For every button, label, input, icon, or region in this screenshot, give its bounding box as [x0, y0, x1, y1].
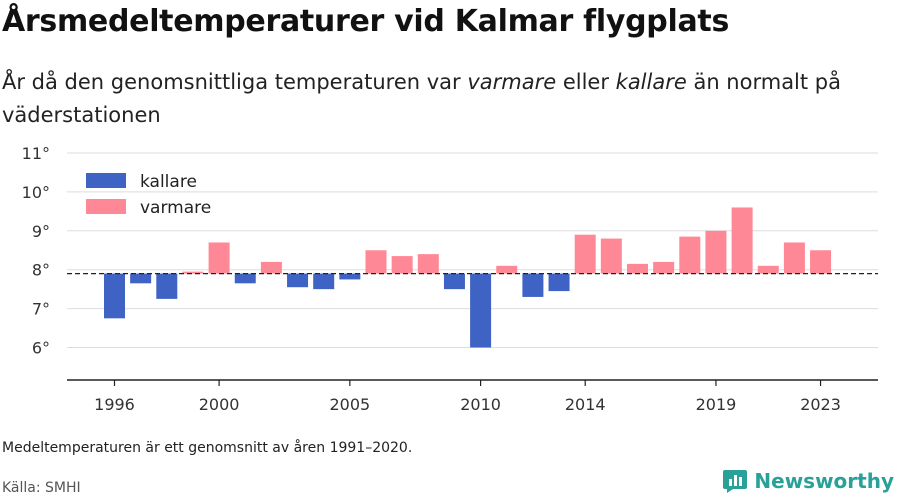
bar-1998 [156, 273, 178, 299]
bar-2005 [339, 273, 361, 280]
bar-2019 [705, 230, 727, 274]
bar-2012 [522, 273, 544, 297]
bar-2010 [470, 273, 492, 348]
subtitle-text-1: År då den genomsnittliga temperaturen va… [2, 70, 468, 94]
bar-2015 [600, 238, 622, 274]
page-subtitle: År då den genomsnittliga temperaturen va… [2, 66, 882, 132]
y-tick-label: 9° [32, 222, 50, 241]
bar-2004 [313, 273, 335, 290]
bar-2002 [260, 261, 282, 274]
bar-1999 [182, 271, 204, 274]
brand-name: Newsworthy [754, 469, 894, 493]
legend-swatch-varmare [86, 199, 126, 214]
bar-2008 [417, 254, 439, 274]
bar-2007 [391, 256, 413, 274]
bar-2013 [548, 273, 570, 292]
y-tick-label: 8° [32, 261, 50, 280]
x-tick-label: 2014 [565, 395, 606, 414]
bar-2011 [496, 265, 518, 274]
y-tick-label: 11° [22, 144, 50, 163]
bar-2021 [757, 265, 779, 274]
y-tick-label: 6° [32, 339, 50, 358]
x-tick-label: 1996 [94, 395, 135, 414]
bar-2020 [731, 207, 753, 274]
bar-2006 [365, 250, 387, 274]
newsworthy-logo-icon [723, 470, 748, 493]
source-label: Källa: SMHI [2, 480, 81, 496]
subtitle-warmer: varmare [467, 70, 557, 94]
x-tick-label: 2023 [800, 395, 841, 414]
bar-1996 [104, 273, 125, 319]
bar-2018 [679, 236, 701, 274]
legend-label-varmare: varmare [140, 198, 211, 218]
legend-swatch-kallare [86, 173, 126, 188]
bar-2001 [234, 273, 256, 284]
brand-logo: Newsworthy [722, 468, 894, 494]
temperature-bar-chart: 6° 7° 8° 9° 10° 11° 1996 2000 2005 2010 2014 2019 20… [22, 144, 878, 414]
x-tick-label: 2010 [460, 395, 501, 414]
x-tick-label: 2000 [199, 395, 240, 414]
x-tick-label: 2005 [329, 395, 370, 414]
y-tick-label: 7° [32, 300, 50, 319]
bar-1997 [130, 273, 152, 284]
bar-2003 [287, 273, 309, 288]
footnote: Medeltemperaturen är ett genomsnitt av å… [2, 440, 413, 456]
bar-2016 [627, 263, 648, 274]
bar-2022 [783, 242, 805, 274]
bar-2000 [208, 242, 230, 274]
bar-2009 [443, 273, 465, 290]
bar-2017 [653, 261, 675, 274]
legend-label-kallare: kallare [140, 172, 197, 192]
bar-2014 [574, 234, 596, 274]
subtitle-colder: kallare [615, 70, 687, 94]
subtitle-text-3: än normalt på väderstationen [2, 70, 841, 127]
x-tick-label: 2019 [696, 395, 737, 414]
y-tick-label: 10° [22, 183, 50, 202]
bar-2023 [810, 250, 832, 274]
page-title: Årsmedeltemperaturer vid Kalmar flygplat… [2, 4, 730, 39]
subtitle-text-2: eller [556, 70, 616, 94]
